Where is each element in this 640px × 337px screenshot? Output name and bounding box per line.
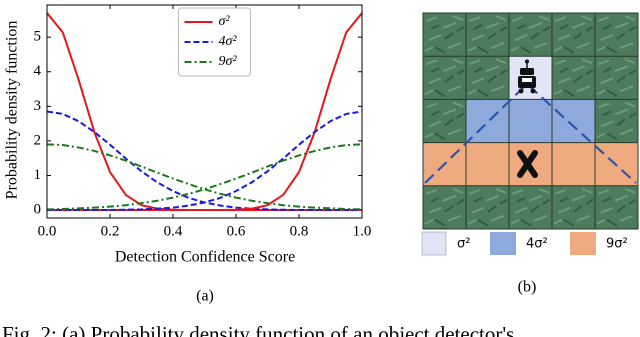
x-tick-label: 0.4 — [164, 223, 183, 239]
plot-frame — [46, 4, 363, 219]
grid-diagram: σ² 4σ² 9σ² (b) — [421, 12, 639, 296]
sensor-cone — [424, 82, 637, 184]
legend-swatch — [490, 232, 516, 255]
data-line — [46, 143, 363, 211]
x-tick-label: 0.8 — [290, 223, 309, 239]
legend-swatch — [421, 231, 447, 256]
legend-label: 4σ² — [219, 34, 238, 49]
blue-region — [466, 99, 595, 143]
legend-label: 4σ² — [526, 237, 548, 252]
legend-label: 9σ² — [606, 237, 628, 252]
robot-icon — [518, 59, 536, 94]
y-tick-label: 0 — [34, 201, 42, 217]
data-line — [47, 110, 363, 212]
y-tick-label: 2 — [34, 132, 42, 148]
y-tick-label: 4 — [34, 63, 42, 79]
x-tick-label: 0.6 — [227, 223, 246, 239]
panel-label: (b) — [518, 279, 537, 296]
x-axis-title: Detection Confidence Score — [115, 249, 295, 266]
y-tick-label: 3 — [34, 98, 42, 114]
legend-label: 9σ² — [219, 54, 238, 69]
legend-box — [178, 7, 251, 77]
y-axis-title: Probability density function — [4, 21, 21, 200]
x-tick-label: 0.2 — [101, 223, 120, 239]
caption: Fig. 2: (a) Probability density function… — [2, 322, 514, 337]
x-tick-label: 0.0 — [38, 223, 57, 239]
y-tick-label: 5 — [34, 29, 42, 45]
data-line — [46, 110, 362, 212]
cell-lines — [422, 12, 639, 230]
data-line — [47, 12, 363, 212]
legend-label: σ² — [219, 14, 231, 29]
legend-label: σ² — [457, 237, 470, 252]
y-tick-label: 1 — [34, 167, 42, 183]
target-mark — [517, 150, 538, 178]
x-tick-label: 1.0 — [353, 223, 372, 239]
data-line — [46, 143, 363, 211]
legend-swatch — [570, 232, 596, 255]
panel-label: (a) — [196, 288, 214, 305]
